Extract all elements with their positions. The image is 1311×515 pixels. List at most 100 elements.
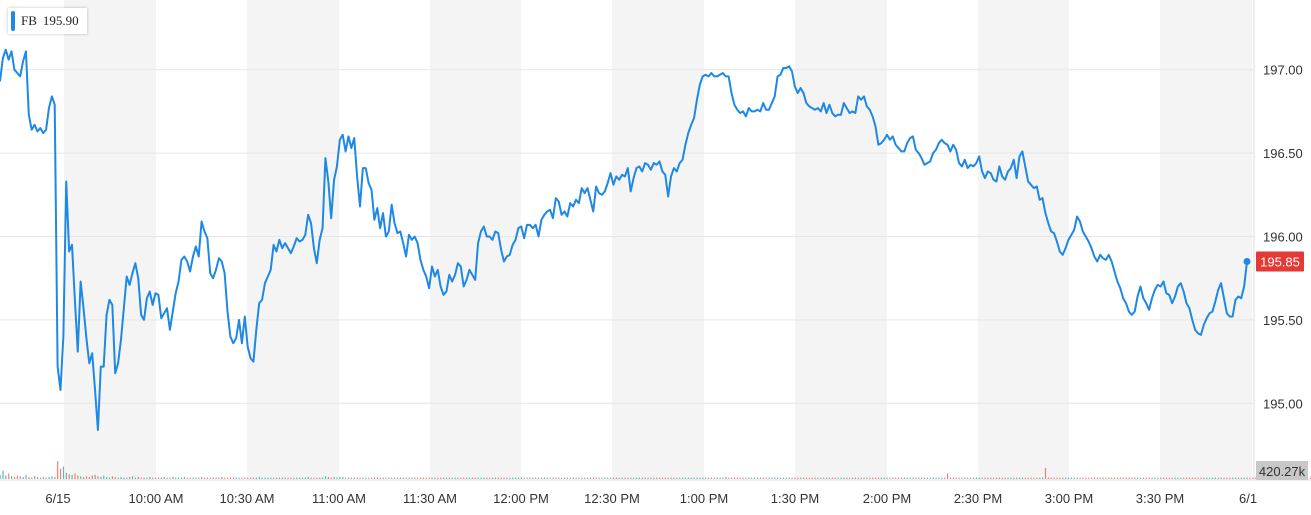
- volume-bar: [227, 477, 229, 479]
- x-tick-label: 3:30 PM: [1136, 491, 1184, 506]
- volume-bar: [88, 476, 90, 479]
- volume-bar: [687, 477, 689, 479]
- volume-bar: [1044, 467, 1047, 479]
- volume-bar: [1154, 477, 1156, 479]
- volume-bar: [941, 477, 943, 479]
- volume-bar: [281, 477, 283, 479]
- volume-bar: [834, 477, 836, 479]
- volume-bar: [396, 477, 399, 479]
- volume-bar: [157, 477, 160, 479]
- time-band: [978, 0, 1069, 480]
- volume-bar: [1027, 477, 1029, 479]
- volume-bar: [584, 477, 586, 479]
- volume-bar: [843, 477, 845, 479]
- volume-bar: [1148, 477, 1150, 479]
- volume-bar: [411, 477, 413, 479]
- volume-bar: [808, 477, 810, 479]
- volume-bar: [970, 477, 972, 479]
- volume-bar: [797, 477, 799, 479]
- volume-bar: [1220, 477, 1222, 479]
- volume-bar: [1214, 477, 1217, 479]
- volume-bar: [316, 477, 318, 479]
- volume-bars: [0, 461, 1311, 479]
- volume-bar: [900, 477, 903, 479]
- volume-bar: [653, 477, 655, 479]
- volume-bar: [604, 477, 606, 479]
- volume-bar: [978, 477, 980, 479]
- volume-bar: [180, 477, 183, 479]
- volume-bar: [290, 477, 292, 479]
- volume-bar: [869, 477, 871, 479]
- volume-bar: [388, 477, 390, 479]
- volume-bar: [1186, 477, 1188, 479]
- volume-bar: [768, 477, 770, 479]
- volume-bar: [791, 477, 793, 479]
- volume-bar: [68, 474, 70, 479]
- time-bands: [64, 0, 1252, 480]
- volume-bar: [984, 477, 986, 479]
- volume-bar: [581, 477, 583, 479]
- volume-bar: [414, 477, 416, 479]
- volume-bar: [961, 477, 963, 479]
- volume-bar: [16, 475, 18, 479]
- volume-bar: [1033, 477, 1035, 479]
- volume-bar: [296, 477, 298, 479]
- volume-bar: [710, 477, 713, 479]
- volume-bar: [831, 477, 833, 479]
- volume-bar: [1162, 477, 1165, 479]
- volume-bar: [1114, 477, 1116, 479]
- volume-bar: [1174, 477, 1176, 479]
- volume-bar: [800, 477, 802, 479]
- volume-bar: [359, 477, 361, 479]
- volume-bar: [192, 477, 194, 479]
- volume-bar: [1125, 477, 1127, 479]
- volume-bar: [618, 477, 620, 479]
- volume-bar: [840, 477, 842, 479]
- volume-bar: [241, 477, 243, 479]
- volume-bar: [538, 477, 540, 479]
- volume-bar: [114, 476, 116, 479]
- x-tick-label: 1:30 PM: [771, 491, 819, 506]
- price-series-line: [0, 48, 1248, 431]
- volume-bar: [1042, 477, 1044, 479]
- y-tick-label: 195.00: [1263, 396, 1303, 411]
- last-point-marker: [1243, 258, 1251, 266]
- volume-bar: [728, 477, 730, 479]
- volume-bar: [39, 477, 42, 479]
- volume-bar: [898, 477, 900, 479]
- volume-bar: [347, 477, 350, 479]
- volume-bar: [981, 477, 983, 479]
- volume-bar: [1062, 477, 1064, 479]
- volume-bar: [641, 477, 643, 479]
- volume-bar: [946, 473, 949, 479]
- volume-bar: [1211, 477, 1214, 479]
- volume-bar: [546, 477, 548, 479]
- volume-bar: [837, 477, 839, 479]
- volume-bar: [440, 477, 442, 479]
- volume-bar: [2, 470, 4, 479]
- volume-bar: [707, 477, 710, 479]
- volume-bar: [854, 477, 857, 479]
- volume-bar: [134, 477, 137, 479]
- volume-bar: [394, 477, 396, 479]
- volume-bar: [503, 477, 505, 479]
- volume-bar: [322, 477, 324, 479]
- volume-bar: [912, 477, 914, 479]
- volume-bar: [1004, 477, 1006, 479]
- volume-bar: [1039, 477, 1041, 479]
- volume-bar: [1096, 477, 1098, 479]
- volume-bar: [212, 477, 214, 479]
- volume-bar: [131, 476, 134, 479]
- volume-bar: [497, 477, 499, 479]
- volume-bar: [500, 477, 502, 479]
- volume-bar: [1065, 477, 1067, 479]
- volume-bar: [915, 477, 917, 479]
- volume-bar: [169, 477, 171, 479]
- ticker-legend[interactable]: FB 195.90: [8, 8, 87, 34]
- volume-bar: [149, 476, 151, 479]
- volume-bar: [48, 476, 50, 479]
- volume-bar: [140, 477, 142, 479]
- volume-bar: [1252, 477, 1254, 479]
- volume-bar: [779, 477, 782, 479]
- volume-bar: [1200, 477, 1202, 479]
